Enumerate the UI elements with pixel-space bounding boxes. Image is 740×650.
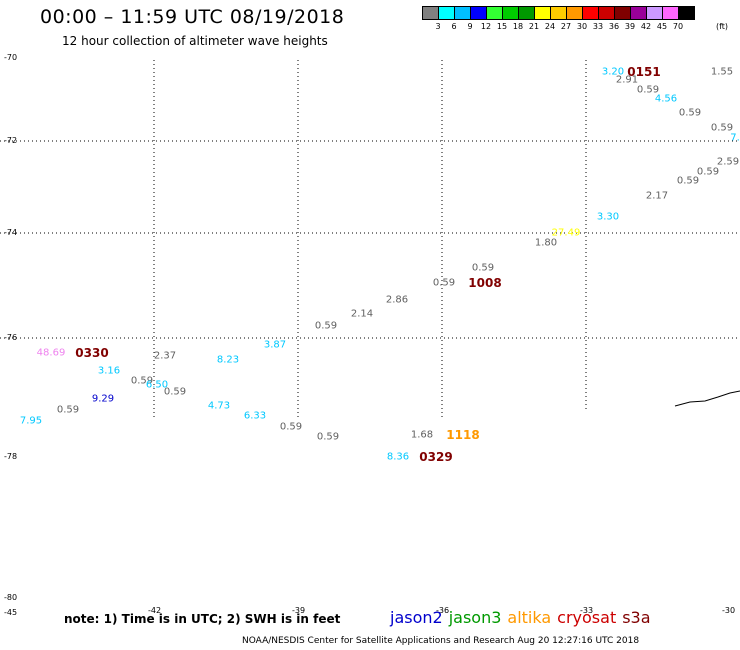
- wave-height-label: 6.50: [145, 379, 169, 391]
- lat-label: -76: [4, 333, 18, 342]
- map-title: 00:00 – 11:59 UTC 08/19/2018: [40, 6, 345, 28]
- lon-label: -36: [436, 606, 450, 615]
- legend-label: 45: [656, 22, 668, 31]
- legend-label: 3: [435, 22, 441, 31]
- legend-label: 30: [576, 22, 588, 31]
- legend-label: 18: [512, 22, 524, 31]
- wave-height-label: 1008: [468, 276, 502, 290]
- wave-height-label: 2.17: [645, 190, 669, 202]
- lon-label: -33: [580, 606, 594, 615]
- lat-label: -74: [4, 228, 18, 237]
- wave-height-label: 0.59: [696, 166, 720, 178]
- wave-height-label: 0.59: [163, 386, 187, 398]
- map-subtitle: 12 hour collection of altimeter wave hei…: [62, 34, 328, 48]
- wave-height-label: 2.14: [350, 308, 374, 320]
- lat-label: -72: [4, 136, 18, 145]
- wave-height-label: 4.56: [654, 93, 678, 105]
- lat-label: -78: [4, 452, 18, 461]
- legend-label: 15: [496, 22, 508, 31]
- satellite-legend: jason2 jason3 altika cryosat s3a: [390, 608, 657, 627]
- wave-height-label: 0.59: [316, 431, 340, 443]
- legend-label: 36: [608, 22, 620, 31]
- wave-height-label: 0.59: [314, 320, 338, 332]
- legend-label: 33: [592, 22, 604, 31]
- coastline: [674, 390, 740, 407]
- wave-height-label: 2.86: [385, 294, 409, 306]
- wave-height-label: 0330: [75, 346, 109, 360]
- wave-height-label: 0.59: [432, 277, 456, 289]
- legend-label: 42: [640, 22, 652, 31]
- wave-height-label: 2.91: [615, 74, 639, 86]
- wave-height-label: 0.59: [279, 421, 303, 433]
- wave-height-label: 27.49: [551, 227, 581, 239]
- lon-label: -45: [4, 608, 18, 617]
- wave-height-label: 3.16: [97, 365, 121, 377]
- wave-height-label: 8.23: [216, 354, 240, 366]
- satellite-label: jason2: [390, 608, 443, 627]
- lon-label: -39: [292, 606, 306, 615]
- wave-height-label: 0.59: [676, 175, 700, 187]
- legend-label: 12: [480, 22, 492, 31]
- legend-unit: (ft): [715, 22, 729, 31]
- wave-height-label: 4.73: [207, 400, 231, 412]
- wave-height-label: 1.55: [710, 66, 734, 78]
- legend-label: 70: [672, 22, 684, 31]
- wave-height-label: 0.59: [710, 122, 734, 134]
- satellite-label: s3a: [622, 608, 651, 627]
- wave-height-label: 8.36: [386, 451, 410, 463]
- legend-label: 24: [544, 22, 556, 31]
- wave-height-label: 0329: [419, 450, 453, 464]
- wave-height-label: 0.59: [130, 375, 154, 387]
- wave-height-label: 3.87: [263, 339, 287, 351]
- legend-label: 6: [451, 22, 457, 31]
- legend-swatch: [678, 6, 695, 20]
- credit-line: NOAA/NESDIS Center for Satellite Applica…: [242, 636, 640, 646]
- wave-height-label: 0151: [627, 65, 661, 79]
- wave-height-label: 7.: [730, 132, 740, 144]
- wave-height-label: 6.33: [243, 410, 267, 422]
- lon-label: -30: [722, 606, 736, 615]
- satellite-label: cryosat: [557, 608, 617, 627]
- lat-label: -80: [4, 593, 18, 602]
- wave-height-label: 3.30: [596, 211, 620, 223]
- legend-label: 27: [560, 22, 572, 31]
- wave-height-label: 9.29: [91, 393, 115, 405]
- wave-height-label: 0.59: [678, 107, 702, 119]
- legend-label: 9: [467, 22, 473, 31]
- footer-note: note: 1) Time is in UTC; 2) SWH is in fe…: [64, 612, 341, 626]
- wave-height-label: 7.95: [19, 415, 43, 427]
- wave-height-label: 0.59: [636, 84, 660, 96]
- wave-height-label: 2.59: [716, 156, 740, 168]
- lon-label: -42: [148, 606, 162, 615]
- legend-label: 39: [624, 22, 636, 31]
- wave-height-label: 48.69: [36, 347, 66, 359]
- legend-label: 21: [528, 22, 540, 31]
- color-legend: [422, 6, 695, 20]
- wave-height-label: 1.80: [534, 237, 558, 249]
- wave-height-label: 1118: [446, 428, 480, 442]
- satellite-label: jason3: [448, 608, 502, 627]
- wave-height-label: 2.37: [153, 350, 177, 362]
- wave-height-label: 0.59: [471, 262, 495, 274]
- wave-height-label: 0.59: [56, 404, 80, 416]
- wave-height-label: 1.68: [410, 429, 434, 441]
- lat-label: -70: [4, 53, 18, 62]
- wave-height-label: 3.20: [601, 66, 625, 78]
- satellite-label: altika: [507, 608, 552, 627]
